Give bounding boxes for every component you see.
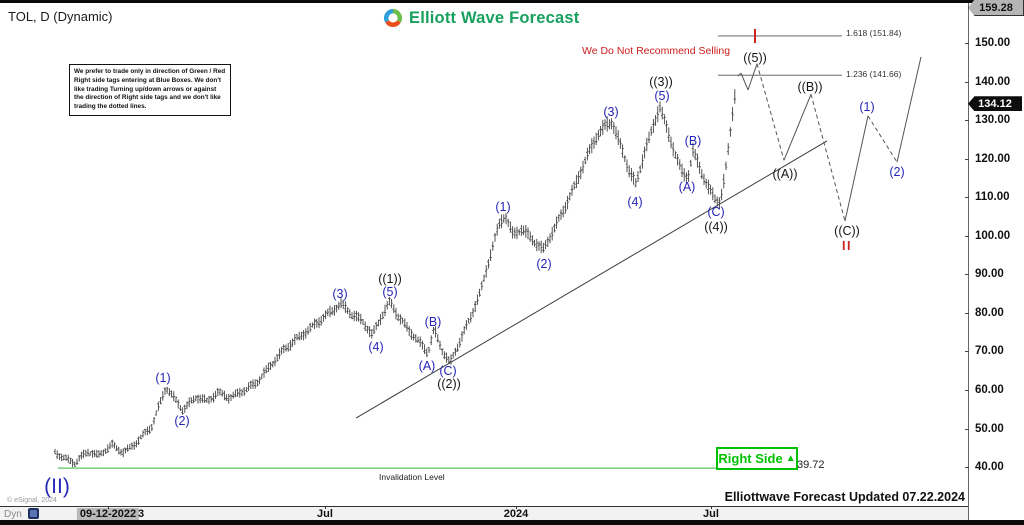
invalidation-price: 39.72 xyxy=(797,459,825,471)
price-tick-mark xyxy=(965,467,969,469)
update-note: Elliottwave Forecast Updated 07.22.2024 xyxy=(724,490,965,504)
forecast-segment xyxy=(737,72,742,77)
trendline xyxy=(355,140,828,419)
window-top-bar xyxy=(0,0,1024,3)
price-tick-mark xyxy=(965,428,969,430)
price-tick-label: 130.00 xyxy=(975,114,1011,127)
last-price-tag: 134.12 xyxy=(968,96,1022,112)
axis-mode-label: Dyn xyxy=(4,509,22,520)
price-tick-mark xyxy=(965,274,969,276)
price-tick-label: 80.00 xyxy=(975,306,1004,319)
price-tick-label: 100.00 xyxy=(975,229,1011,242)
price-tick-mark xyxy=(965,81,969,83)
time-tick-label: 2024 xyxy=(503,508,529,520)
forecast-segment xyxy=(844,115,869,222)
price-bar-ticks xyxy=(53,98,737,467)
forecast-segment xyxy=(783,94,812,161)
price-tick-mark xyxy=(965,197,969,199)
forecast-segment xyxy=(740,72,749,91)
price-tick-mark xyxy=(965,120,969,122)
trading-disclaimer-box: We prefer to trade only in direction of … xyxy=(69,64,231,117)
no-sell-note: We Do Not Recommend Selling xyxy=(582,45,731,57)
time-tick-label: Jul xyxy=(317,508,333,520)
price-tick-label: 110.00 xyxy=(975,191,1010,204)
price-tick-label: 150.00 xyxy=(975,37,1011,49)
brand-logo: Elliott Wave Forecast xyxy=(383,8,579,28)
price-tick-mark xyxy=(965,351,969,353)
price-tick-mark xyxy=(965,43,969,44)
price-tick-label: 70.00 xyxy=(975,345,1004,358)
symbol-title: TOL, D (Dynamic) xyxy=(8,9,113,24)
price-tick-label: 90.00 xyxy=(975,268,1004,281)
forecast-segment xyxy=(867,115,898,163)
price-tick-label: 40.00 xyxy=(975,461,1004,474)
time-axis[interactable]: Dyn 09-12-2022 3 Jul 2024 Jul xyxy=(0,506,968,521)
forecast-segment xyxy=(756,63,785,161)
right-side-label: Right Side xyxy=(718,451,783,466)
time-tick-mark xyxy=(325,506,326,509)
forecast-segment xyxy=(810,94,846,222)
right-side-tag: Right Side ▲ xyxy=(716,447,798,470)
brand-logo-text: Elliott Wave Forecast xyxy=(409,8,580,27)
brand-logo-icon xyxy=(383,8,403,28)
esignal-mode-icon xyxy=(28,508,39,519)
price-tick-mark xyxy=(965,312,969,314)
axis-high-tag: 159.28 xyxy=(968,0,1024,17)
price-tick-mark xyxy=(965,235,969,237)
time-tick-mark xyxy=(711,506,712,509)
time-tick-mark xyxy=(516,506,517,509)
price-axis[interactable]: 159.28 134.12 150.00 140.00 130.00 120.00 11… xyxy=(965,0,1024,520)
window-bottom-bar xyxy=(0,520,1024,525)
price-tick-mark xyxy=(965,389,969,391)
price-tick-label: 120.00 xyxy=(975,152,1011,165)
invalidation-label: Invalidation Level xyxy=(379,472,445,482)
price-tick-label: 60.00 xyxy=(975,383,1004,396)
time-tick-mark xyxy=(108,506,109,509)
esignal-copyright: © eSignal, 2024 xyxy=(7,497,57,504)
time-tick-label: 09-12-2022 xyxy=(76,508,140,520)
up-arrow-icon: ▲ xyxy=(785,453,796,464)
price-tick-label: 140.00 xyxy=(975,75,1011,88)
time-tick-label: Jul xyxy=(703,508,719,520)
price-tick-mark xyxy=(965,158,969,160)
forecast-segment xyxy=(747,63,758,91)
time-tick-label: 3 xyxy=(137,508,145,520)
price-tick-label: 50.00 xyxy=(975,422,1004,435)
forecast-segment xyxy=(896,56,922,163)
price-chart[interactable] xyxy=(0,0,968,506)
